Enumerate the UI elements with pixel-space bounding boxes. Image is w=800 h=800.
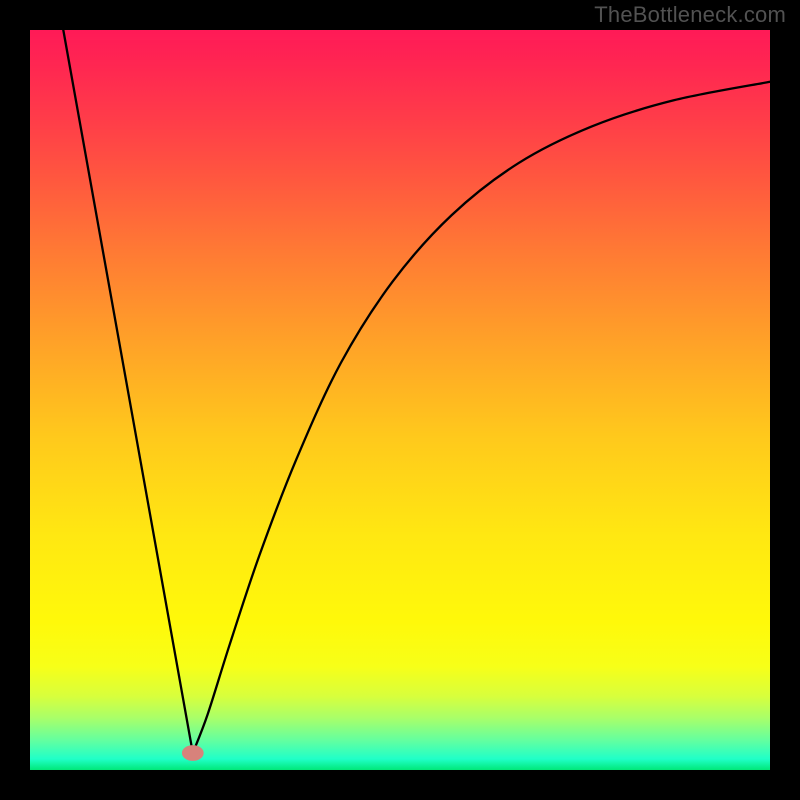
bottleneck-chart [0,0,800,800]
chart-container: TheBottleneck.com [0,0,800,800]
watermark-text: TheBottleneck.com [594,2,786,28]
minimum-marker [182,746,203,761]
plot-background [30,30,770,770]
